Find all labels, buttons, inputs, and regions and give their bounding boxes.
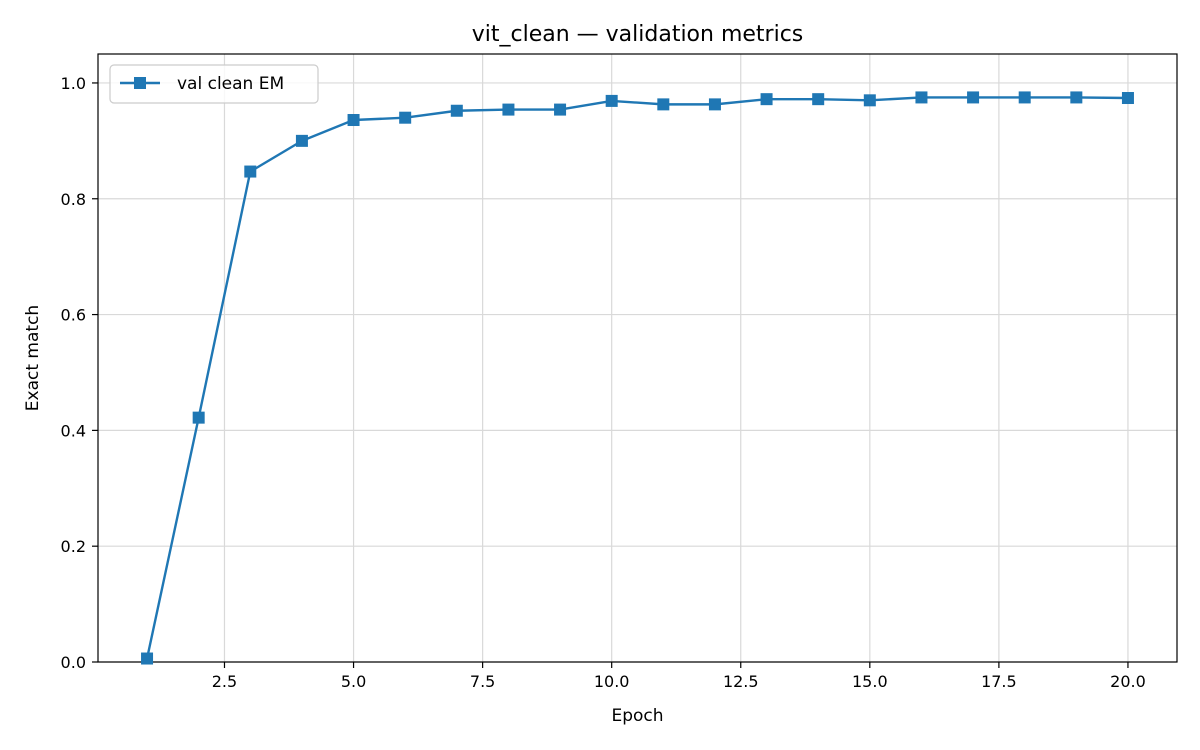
data-point-marker [502,103,515,116]
data-point-marker [295,134,308,147]
legend-marker-square [134,77,146,89]
legend-label: val clean EM [177,74,284,94]
data-point-marker [192,411,205,424]
chart-title: vit_clean — validation metrics [472,22,804,47]
x-tick-label: 17.5 [981,672,1017,691]
x-tick-label: 12.5 [723,672,759,691]
y-tick-label: 0.2 [61,537,86,556]
x-tick-label: 20.0 [1110,672,1146,691]
data-point-marker [399,111,412,124]
data-point-marker [450,104,463,117]
data-point-marker [812,93,825,106]
x-tick-label: 5.0 [341,672,366,691]
legend-box [109,64,319,104]
grid [98,54,1177,663]
data-point-marker [1070,91,1083,104]
x-axis-title: Epoch [611,706,663,726]
labels-layer: vit_clean — validation metrics Epoch Exa… [23,22,803,726]
y-tick-label: 0.4 [61,421,86,440]
x-tick-label: 10.0 [594,672,630,691]
data-point-marker [347,114,360,127]
data-point-marker [915,91,928,104]
axes: 2.5 5.0 7.5 10.0 12.5 15.0 17.5 20.0 0.0 0.2 0.4 0.… [61,53,1178,691]
legend: val clean EM [109,64,319,104]
data-point-marker [605,94,618,107]
y-axis-title: Exact match [23,305,43,411]
y-tick-label: 0.8 [61,190,86,209]
data-point-marker [1121,92,1134,105]
data-point-marker [863,94,876,107]
x-tick-label: 7.5 [470,672,495,691]
data-point-marker [967,91,980,104]
data-point-marker [554,103,567,116]
plot-frame [97,53,1178,663]
data-point-marker [657,98,670,111]
series-layer [141,91,1134,665]
x-tick-label: 15.0 [852,672,888,691]
y-tick-label: 1.0 [61,74,86,93]
y-tick-label: 0.0 [61,653,86,672]
data-point-marker [244,165,257,178]
series-line [145,96,1128,659]
data-point-marker [141,652,154,665]
y-tick-label: 0.6 [61,306,86,325]
data-point-marker [708,98,721,111]
x-tick-label: 2.5 [212,672,237,691]
data-point-marker [1018,91,1031,104]
data-point-marker [760,93,773,106]
